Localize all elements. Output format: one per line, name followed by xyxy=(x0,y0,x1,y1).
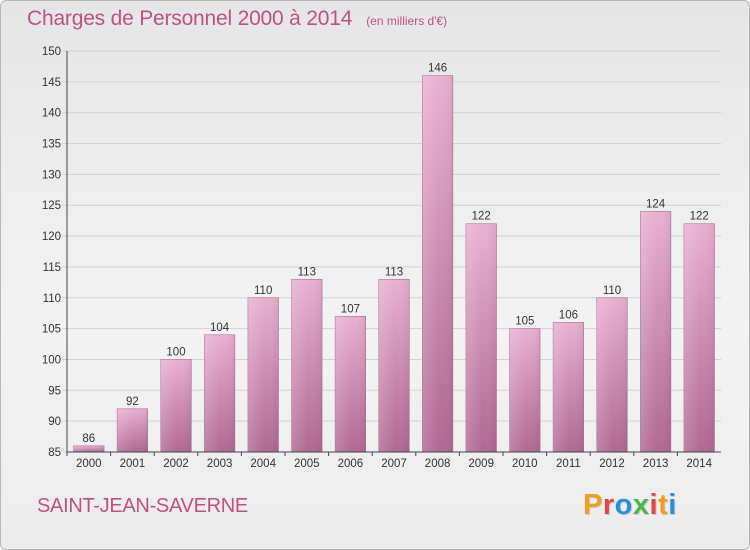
y-tick-label: 90 xyxy=(48,416,61,428)
x-tick-label: 2012 xyxy=(599,458,625,470)
bar-group: 146 xyxy=(422,63,454,453)
value-label: 100 xyxy=(166,346,185,358)
bar-group: 122 xyxy=(683,211,715,453)
value-label: 105 xyxy=(515,316,534,328)
bar-group: 110 xyxy=(247,285,279,453)
y-tick-label: 130 xyxy=(42,169,61,181)
bar-group: 106 xyxy=(552,309,584,453)
y-tick-label: 120 xyxy=(42,231,61,243)
axes: 85 90 95 100 105 110 115 120 125 130 135 140 145 150 2… xyxy=(42,46,721,470)
chart-subtitle: (en milliers d'€) xyxy=(366,14,448,28)
y-tick-label: 110 xyxy=(43,293,61,305)
bar-shade xyxy=(683,223,715,452)
bar-group: 113 xyxy=(378,266,410,453)
commune-name: SAINT-JEAN-SAVERNE xyxy=(37,495,248,517)
title-row: Charges de Personnel 2000 à 2014 (en mill… xyxy=(27,7,447,31)
x-tick-label: 2001 xyxy=(120,458,146,470)
bar-group: 110 xyxy=(596,285,628,453)
bar-shade xyxy=(335,316,366,452)
x-tick-label: 2013 xyxy=(643,458,669,470)
bar-shade xyxy=(422,75,453,452)
value-label: 92 xyxy=(126,396,139,408)
bar-group: 100 xyxy=(160,346,192,453)
x-tick-label: 2000 xyxy=(76,458,102,470)
bars: 86 92 100 104 110 113 107 113 146 122 105 106 110 124… xyxy=(73,63,715,453)
x-tick-label: 2005 xyxy=(294,458,320,470)
logo-letter: i xyxy=(668,489,677,521)
value-label: 113 xyxy=(385,266,403,278)
chart-title: Charges de Personnel 2000 à 2014 xyxy=(27,7,353,30)
value-label: 104 xyxy=(210,322,230,334)
logo-letter: x xyxy=(632,489,650,521)
bar-group: 105 xyxy=(509,316,541,453)
bar-group: 113 xyxy=(291,266,323,453)
value-label: 110 xyxy=(603,285,621,297)
y-tick-label: 115 xyxy=(43,262,61,274)
x-tick-label: 2003 xyxy=(207,458,233,470)
bar-group: 124 xyxy=(640,198,672,453)
bar-group: 92 xyxy=(116,396,148,453)
bar-group: 107 xyxy=(334,303,366,453)
bar-shade xyxy=(247,297,279,452)
logo-letter: r xyxy=(602,489,615,521)
x-tick-label: 2004 xyxy=(250,458,276,470)
bar-shade xyxy=(291,279,323,452)
bar-shade xyxy=(117,408,148,452)
y-tick-label: 85 xyxy=(48,447,61,459)
y-tick-label: 95 xyxy=(48,385,61,397)
y-tick-label: 125 xyxy=(42,200,61,212)
value-label: 122 xyxy=(472,211,491,223)
bar-shade xyxy=(73,445,105,452)
x-tick-label: 2011 xyxy=(556,458,581,470)
value-label: 110 xyxy=(254,285,272,297)
bar-shade xyxy=(378,279,410,452)
x-tick-label: 2006 xyxy=(338,458,364,470)
bar-group: 122 xyxy=(465,211,497,453)
value-label: 146 xyxy=(428,63,447,75)
x-tick-label: 2002 xyxy=(163,458,189,470)
x-tick-label: 2008 xyxy=(425,458,451,470)
bar-shade xyxy=(204,334,235,452)
bar-shade xyxy=(553,322,584,452)
logo-letter: o xyxy=(614,489,633,521)
bar-shade xyxy=(465,223,497,452)
proxiti-logo[interactable]: Proxiti xyxy=(583,489,677,522)
logo-letter: P xyxy=(583,489,603,521)
bar-shade xyxy=(596,297,628,452)
y-tick-label: 140 xyxy=(42,108,61,120)
logo-letter: t xyxy=(658,489,669,521)
bar-shade xyxy=(640,211,671,452)
y-tick-label: 145 xyxy=(42,77,61,89)
value-label: 124 xyxy=(646,198,666,210)
y-tick-label: 105 xyxy=(42,324,61,336)
y-tick-label: 100 xyxy=(42,354,61,366)
value-label: 122 xyxy=(690,211,709,223)
logo-letter: i xyxy=(649,489,659,521)
bar-shade xyxy=(160,359,192,452)
y-tick-label: 150 xyxy=(42,46,61,58)
value-label: 107 xyxy=(341,303,360,315)
value-label: 113 xyxy=(298,266,316,278)
x-tick-label: 2014 xyxy=(686,458,712,470)
x-tick-label: 2009 xyxy=(468,458,494,470)
x-tick-label: 2010 xyxy=(512,458,538,470)
x-tick-label: 2007 xyxy=(381,458,407,470)
y-tick-label: 135 xyxy=(42,139,61,151)
value-label: 86 xyxy=(82,433,95,445)
bar-group: 104 xyxy=(204,322,236,453)
bar-shade xyxy=(509,328,541,452)
bar-group: 86 xyxy=(73,433,105,453)
value-label: 106 xyxy=(559,309,578,321)
